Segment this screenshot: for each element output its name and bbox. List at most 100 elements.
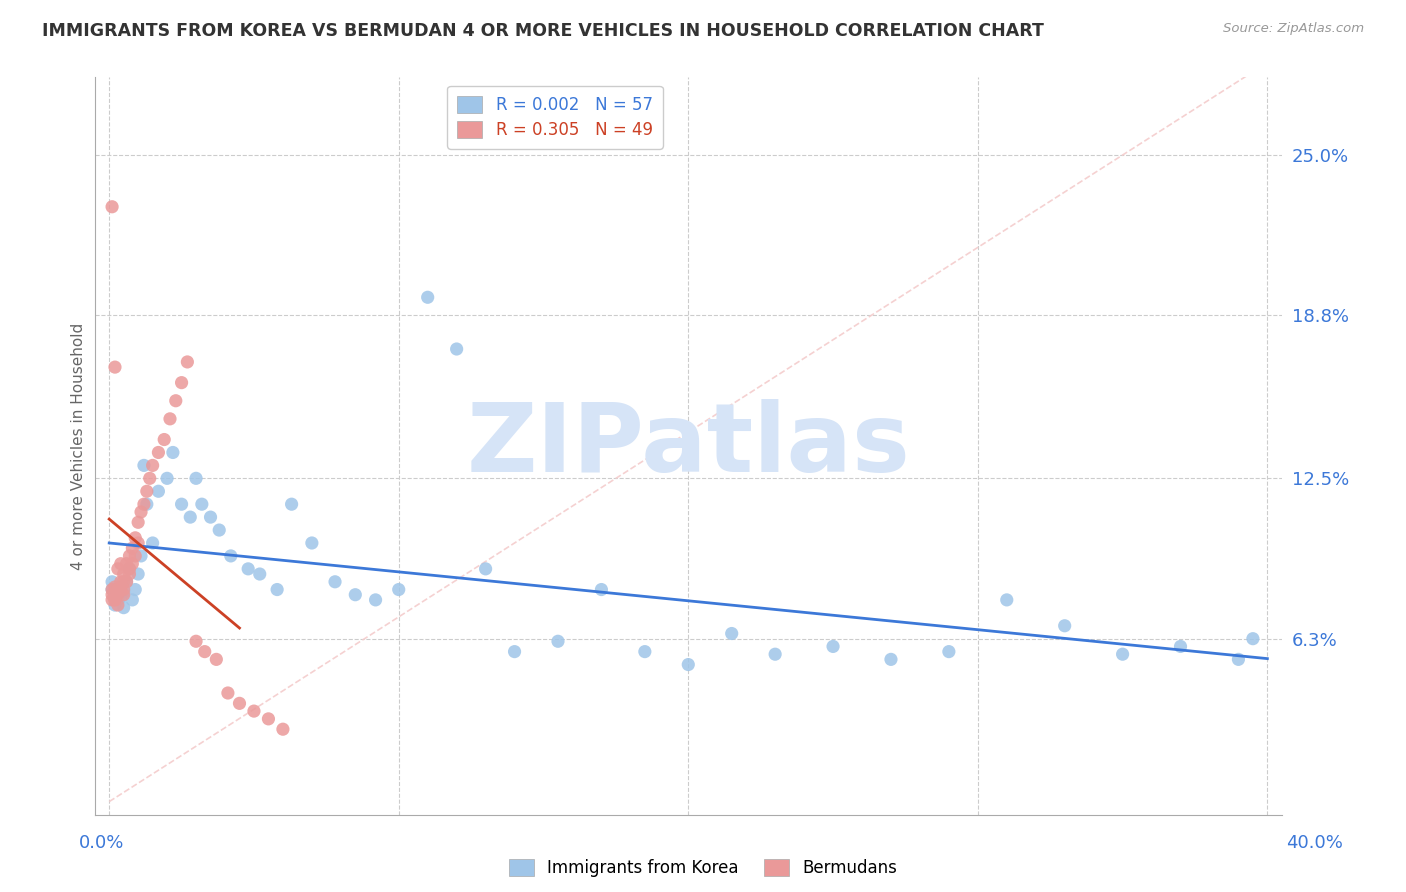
- Point: [129, 505, 152, 519]
- Point: [138, 471, 160, 485]
- Point: [271, 722, 294, 736]
- Y-axis label: 4 or more Vehicles in Household: 4 or more Vehicles in Household: [72, 322, 86, 570]
- Point: [170, 497, 193, 511]
- Point: [118, 567, 141, 582]
- Point: [110, 557, 132, 571]
- Point: [112, 574, 135, 589]
- Point: [191, 497, 214, 511]
- Point: [115, 557, 138, 571]
- Point: [162, 445, 184, 459]
- Point: [165, 393, 187, 408]
- Legend: Immigrants from Korea, Bermudans: Immigrants from Korea, Bermudans: [502, 852, 904, 884]
- Point: [184, 471, 207, 485]
- Point: [388, 582, 411, 597]
- Point: [301, 536, 323, 550]
- Point: [135, 484, 157, 499]
- Point: [115, 574, 138, 589]
- Point: [107, 598, 129, 612]
- Point: [135, 497, 157, 511]
- Point: [115, 574, 138, 589]
- Point: [266, 582, 288, 597]
- Point: [938, 645, 960, 659]
- Point: [101, 200, 124, 214]
- Point: [107, 593, 129, 607]
- Point: [591, 582, 613, 597]
- Point: [678, 657, 700, 672]
- Point: [364, 593, 387, 607]
- Point: [208, 523, 231, 537]
- Point: [129, 549, 152, 563]
- Point: [110, 582, 132, 597]
- Point: [416, 290, 439, 304]
- Point: [112, 588, 135, 602]
- Point: [110, 591, 132, 605]
- Point: [107, 582, 129, 597]
- Point: [1241, 632, 1264, 646]
- Point: [148, 484, 170, 499]
- Point: [720, 626, 742, 640]
- Point: [280, 497, 302, 511]
- Point: [124, 531, 146, 545]
- Point: [132, 458, 155, 473]
- Point: [101, 582, 124, 597]
- Point: [121, 557, 143, 571]
- Point: [1170, 640, 1192, 654]
- Point: [503, 645, 526, 659]
- Point: [194, 645, 217, 659]
- Point: [110, 574, 132, 589]
- Point: [249, 567, 271, 582]
- Point: [127, 536, 149, 550]
- Text: ZIPatlas: ZIPatlas: [467, 400, 910, 492]
- Point: [104, 580, 127, 594]
- Point: [124, 549, 146, 563]
- Point: [634, 645, 657, 659]
- Point: [101, 588, 124, 602]
- Point: [121, 541, 143, 556]
- Point: [148, 445, 170, 459]
- Point: [101, 574, 124, 589]
- Point: [107, 582, 129, 597]
- Point: [184, 634, 207, 648]
- Point: [446, 342, 468, 356]
- Point: [110, 580, 132, 594]
- Point: [205, 652, 228, 666]
- Point: [142, 458, 165, 473]
- Point: [112, 600, 135, 615]
- Point: [107, 588, 129, 602]
- Text: 0.0%: 0.0%: [79, 834, 124, 852]
- Point: [880, 652, 903, 666]
- Point: [323, 574, 346, 589]
- Point: [127, 516, 149, 530]
- Point: [112, 582, 135, 597]
- Point: [156, 471, 179, 485]
- Point: [228, 697, 250, 711]
- Point: [200, 510, 222, 524]
- Point: [118, 562, 141, 576]
- Point: [243, 704, 266, 718]
- Point: [995, 593, 1018, 607]
- Point: [104, 593, 127, 607]
- Point: [142, 536, 165, 550]
- Point: [344, 588, 367, 602]
- Point: [821, 640, 844, 654]
- Text: 40.0%: 40.0%: [1286, 834, 1343, 852]
- Legend: R = 0.002   N = 57, R = 0.305   N = 49: R = 0.002 N = 57, R = 0.305 N = 49: [447, 86, 662, 149]
- Point: [107, 562, 129, 576]
- Point: [763, 647, 786, 661]
- Text: IMMIGRANTS FROM KOREA VS BERMUDAN 4 OR MORE VEHICLES IN HOUSEHOLD CORRELATION CH: IMMIGRANTS FROM KOREA VS BERMUDAN 4 OR M…: [42, 22, 1045, 40]
- Point: [112, 585, 135, 599]
- Point: [118, 562, 141, 576]
- Point: [219, 549, 242, 563]
- Point: [1111, 647, 1133, 661]
- Point: [118, 549, 141, 563]
- Point: [257, 712, 280, 726]
- Point: [153, 433, 176, 447]
- Point: [101, 582, 124, 597]
- Point: [179, 510, 201, 524]
- Point: [176, 355, 198, 369]
- Point: [104, 591, 127, 605]
- Point: [547, 634, 569, 648]
- Point: [124, 582, 146, 597]
- Point: [127, 567, 149, 582]
- Point: [121, 593, 143, 607]
